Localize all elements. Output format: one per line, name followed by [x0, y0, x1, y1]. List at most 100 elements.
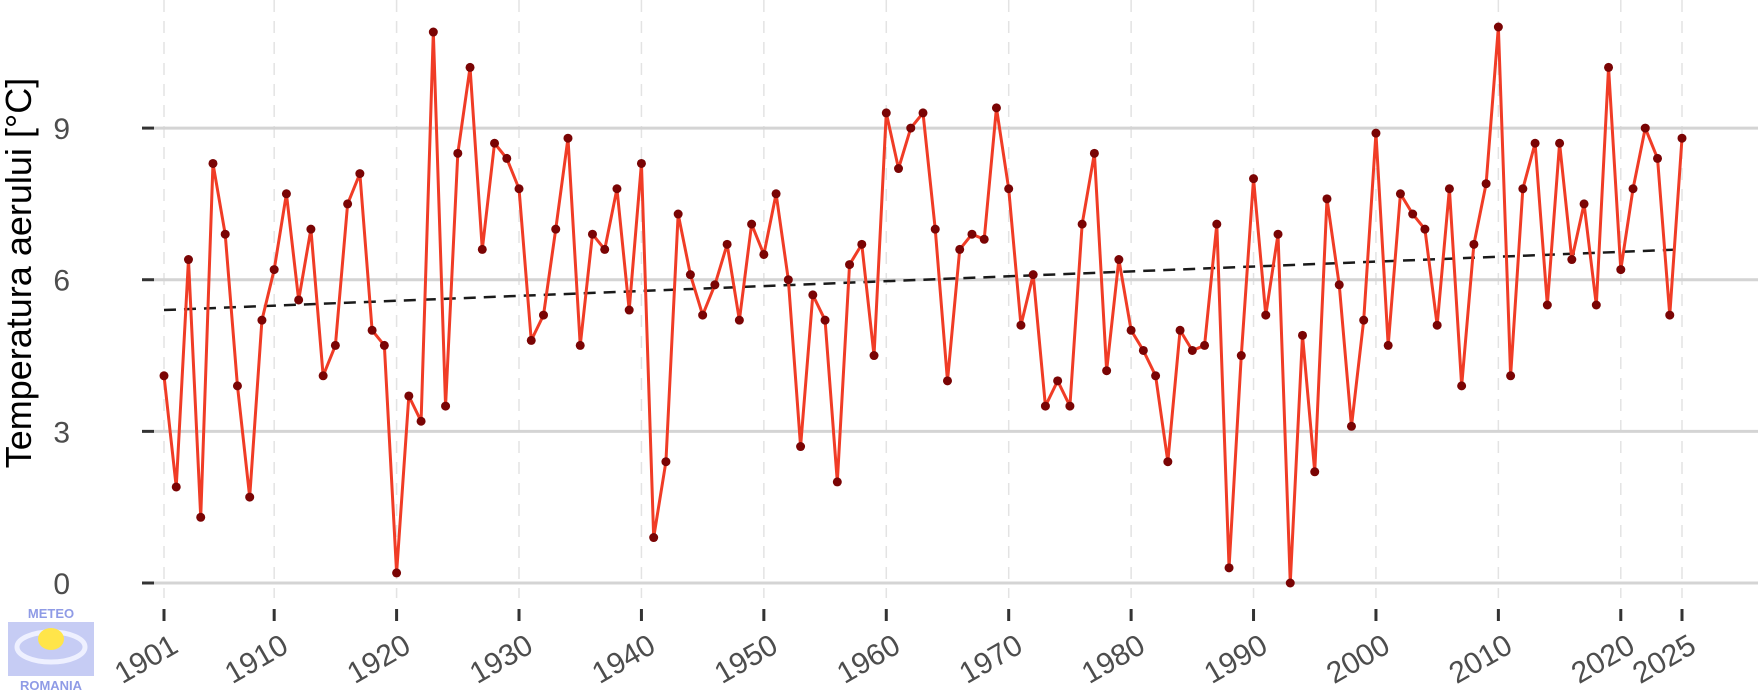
- data-point: [526, 335, 536, 345]
- data-point: [1444, 184, 1454, 194]
- data-point: [1604, 62, 1614, 72]
- x-tick-label: 2020: [1566, 628, 1640, 690]
- data-point: [1628, 184, 1638, 194]
- data-point: [1016, 320, 1026, 330]
- x-tick-label: 2000: [1321, 628, 1395, 690]
- data-point: [698, 310, 708, 320]
- data-point: [1665, 310, 1675, 320]
- data-point: [955, 244, 965, 254]
- data-point: [1346, 421, 1356, 431]
- data-point: [1469, 239, 1479, 249]
- data-point: [673, 209, 683, 219]
- data-point: [1481, 179, 1491, 189]
- data-point: [404, 391, 414, 401]
- data-point: [1077, 219, 1087, 229]
- data-point: [1371, 128, 1381, 138]
- data-point: [232, 381, 242, 391]
- data-point: [1653, 153, 1663, 163]
- data-point: [1640, 123, 1650, 133]
- data-point: [612, 184, 622, 194]
- data-point: [1249, 174, 1259, 184]
- data-point: [1151, 371, 1161, 381]
- y-tick-label: 3: [53, 416, 70, 449]
- data-point: [563, 133, 573, 143]
- data-point: [1432, 320, 1442, 330]
- x-tick-label: 2025: [1627, 628, 1701, 690]
- data-point: [587, 229, 597, 239]
- data-point: [159, 371, 169, 381]
- x-tick-label: 1980: [1076, 628, 1150, 690]
- data-point: [1114, 255, 1124, 265]
- data-point: [367, 325, 377, 335]
- data-point: [1567, 255, 1577, 265]
- logo-sun-icon: [38, 628, 64, 650]
- data-point: [1457, 381, 1467, 391]
- data-point: [1383, 340, 1393, 350]
- y-tick-label: 9: [53, 113, 70, 146]
- x-tick-label: 2010: [1444, 628, 1518, 690]
- data-point: [857, 239, 867, 249]
- data-point: [600, 244, 610, 254]
- data-point: [1310, 467, 1320, 477]
- data-point: [245, 492, 255, 502]
- x-tick-label: 1920: [342, 628, 416, 690]
- data-point: [183, 255, 193, 265]
- data-point: [1285, 578, 1295, 588]
- meteo-romania-logo: METEO ROMANIA: [8, 606, 94, 692]
- data-point: [355, 169, 365, 179]
- data-point: [881, 108, 891, 118]
- data-point: [918, 108, 928, 118]
- logo-bottom-text: ROMANIA: [20, 678, 83, 692]
- data-point: [281, 189, 291, 199]
- data-point: [465, 62, 475, 72]
- data-point: [1040, 401, 1050, 411]
- data-point: [1053, 376, 1063, 386]
- data-point: [967, 229, 977, 239]
- data-point: [1065, 401, 1075, 411]
- data-point: [1322, 194, 1332, 204]
- data-point: [942, 376, 952, 386]
- data-point: [1187, 345, 1197, 355]
- data-point: [1236, 351, 1246, 361]
- points-layer: [159, 22, 1687, 588]
- x-tick-label: 1901: [109, 628, 183, 690]
- data-point: [734, 315, 744, 325]
- data-point: [379, 340, 389, 350]
- data-point: [845, 260, 855, 270]
- data-point: [1298, 330, 1307, 340]
- data-point: [294, 295, 304, 305]
- data-point: [220, 229, 230, 239]
- data-point: [685, 270, 695, 280]
- data-point: [1273, 229, 1283, 239]
- data-point: [1506, 371, 1516, 381]
- data-point: [771, 189, 781, 199]
- x-tick-label: 1930: [464, 628, 538, 690]
- data-point: [208, 158, 218, 168]
- data-point: [661, 457, 671, 467]
- data-point: [1591, 300, 1601, 310]
- data-point: [747, 219, 757, 229]
- data-point: [979, 234, 989, 244]
- data-point: [1359, 315, 1369, 325]
- data-point: [1542, 300, 1552, 310]
- data-point: [1004, 184, 1014, 194]
- y-axis-label: Temperatura aerului [°C]: [0, 78, 39, 469]
- data-point: [649, 533, 659, 543]
- data-point: [710, 280, 720, 290]
- data-point: [1175, 325, 1185, 335]
- data-point: [1579, 199, 1589, 209]
- data-point: [1530, 138, 1540, 148]
- y-tick-label: 6: [53, 265, 70, 298]
- data-point: [551, 224, 561, 234]
- data-point: [1212, 219, 1222, 229]
- data-point: [1138, 345, 1148, 355]
- data-point: [991, 103, 1001, 113]
- x-tick-label: 1950: [709, 628, 783, 690]
- data-point: [759, 249, 769, 259]
- data-point: [636, 158, 646, 168]
- data-point: [1261, 310, 1271, 320]
- data-point: [330, 340, 340, 350]
- data-point: [722, 239, 732, 249]
- data-point: [1089, 148, 1099, 158]
- data-point: [1102, 366, 1112, 376]
